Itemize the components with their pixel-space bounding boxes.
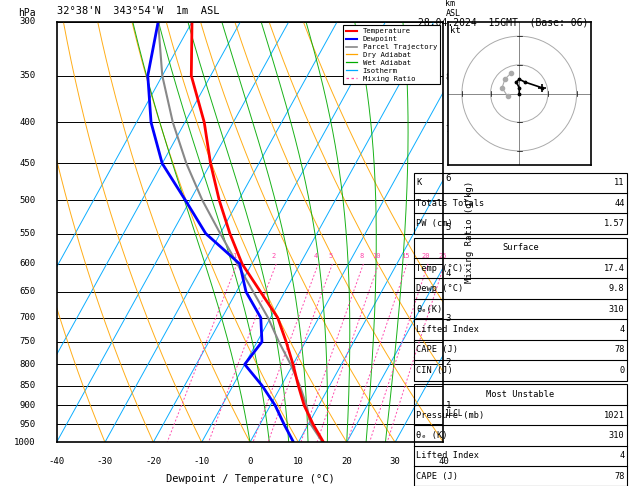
Text: 1: 1 [233,253,237,259]
Text: -40: -40 [48,457,65,466]
Text: 850: 850 [19,381,35,390]
Text: 1021: 1021 [604,411,625,419]
Text: 10: 10 [372,253,381,259]
Text: Dewp (°C): Dewp (°C) [416,284,464,293]
Text: Temp (°C): Temp (°C) [416,264,464,273]
Text: 15: 15 [401,253,409,259]
Text: 3: 3 [445,314,451,323]
Text: CAPE (J): CAPE (J) [416,346,459,354]
Text: 500: 500 [19,196,35,205]
Text: 1LCL: 1LCL [445,409,463,417]
Text: hPa: hPa [18,8,35,17]
Text: 950: 950 [19,420,35,429]
Text: 1.57: 1.57 [604,219,625,228]
Text: Pressure (mb): Pressure (mb) [416,411,485,419]
Text: 78: 78 [614,346,625,354]
Text: 350: 350 [19,71,35,80]
Text: 4: 4 [314,253,318,259]
Text: CIN (J): CIN (J) [416,366,453,375]
Text: 800: 800 [19,360,35,369]
Text: 9.8: 9.8 [609,284,625,293]
Text: 0: 0 [620,366,625,375]
Text: 700: 700 [19,313,35,322]
Text: 450: 450 [19,159,35,168]
Text: 44: 44 [614,199,625,208]
Text: 5: 5 [445,223,451,232]
Text: 40: 40 [438,457,449,466]
Text: 1000: 1000 [14,438,35,447]
Text: 600: 600 [19,260,35,268]
Text: 20: 20 [422,253,430,259]
Text: 0: 0 [247,457,253,466]
Text: Dewpoint / Temperature (°C): Dewpoint / Temperature (°C) [165,474,335,484]
Text: 4: 4 [620,325,625,334]
Text: 11: 11 [614,178,625,187]
Text: θₑ(K): θₑ(K) [416,305,443,313]
Text: 1: 1 [445,400,451,410]
Text: K: K [416,178,421,187]
Text: 20: 20 [342,457,352,466]
Text: PW (cm): PW (cm) [416,219,453,228]
Text: 28.04.2024  15GMT  (Base: 06): 28.04.2024 15GMT (Base: 06) [418,17,589,27]
Text: 400: 400 [19,118,35,127]
Text: 8: 8 [359,253,364,259]
Text: 4: 4 [620,451,625,460]
Text: -10: -10 [194,457,209,466]
Text: Totals Totals: Totals Totals [416,199,485,208]
Text: 6: 6 [445,174,451,183]
Text: 2: 2 [445,358,451,366]
Text: Lifted Index: Lifted Index [416,325,479,334]
Text: -20: -20 [145,457,162,466]
Text: 17.4: 17.4 [604,264,625,273]
Text: -30: -30 [97,457,113,466]
Text: 5: 5 [328,253,332,259]
Text: 310: 310 [609,305,625,313]
Text: 550: 550 [19,229,35,238]
Text: 78: 78 [614,472,625,481]
Text: 300: 300 [19,17,35,26]
Text: 32°38'N  343°54'W  1m  ASL: 32°38'N 343°54'W 1m ASL [57,5,219,16]
Text: Mixing Ratio (g/kg): Mixing Ratio (g/kg) [465,181,474,283]
Legend: Temperature, Dewpoint, Parcel Trajectory, Dry Adiabat, Wet Adiabat, Isotherm, Mi: Temperature, Dewpoint, Parcel Trajectory… [343,25,440,85]
Text: 10: 10 [293,457,304,466]
Text: km
ASL: km ASL [445,0,460,17]
Text: 650: 650 [19,287,35,296]
Text: 900: 900 [19,401,35,410]
Text: 750: 750 [19,337,35,347]
Text: 7: 7 [445,125,451,134]
Text: 2: 2 [272,253,276,259]
Text: 30: 30 [390,457,401,466]
Text: 4: 4 [445,269,451,278]
Text: CAPE (J): CAPE (J) [416,472,459,481]
Text: 310: 310 [609,431,625,440]
Text: kt: kt [450,26,461,35]
Text: 8: 8 [445,73,451,82]
Text: Lifted Index: Lifted Index [416,451,479,460]
Text: Surface: Surface [502,243,539,252]
Text: Most Unstable: Most Unstable [486,390,555,399]
Text: θₑ (K): θₑ (K) [416,431,448,440]
Text: 25: 25 [438,253,447,259]
